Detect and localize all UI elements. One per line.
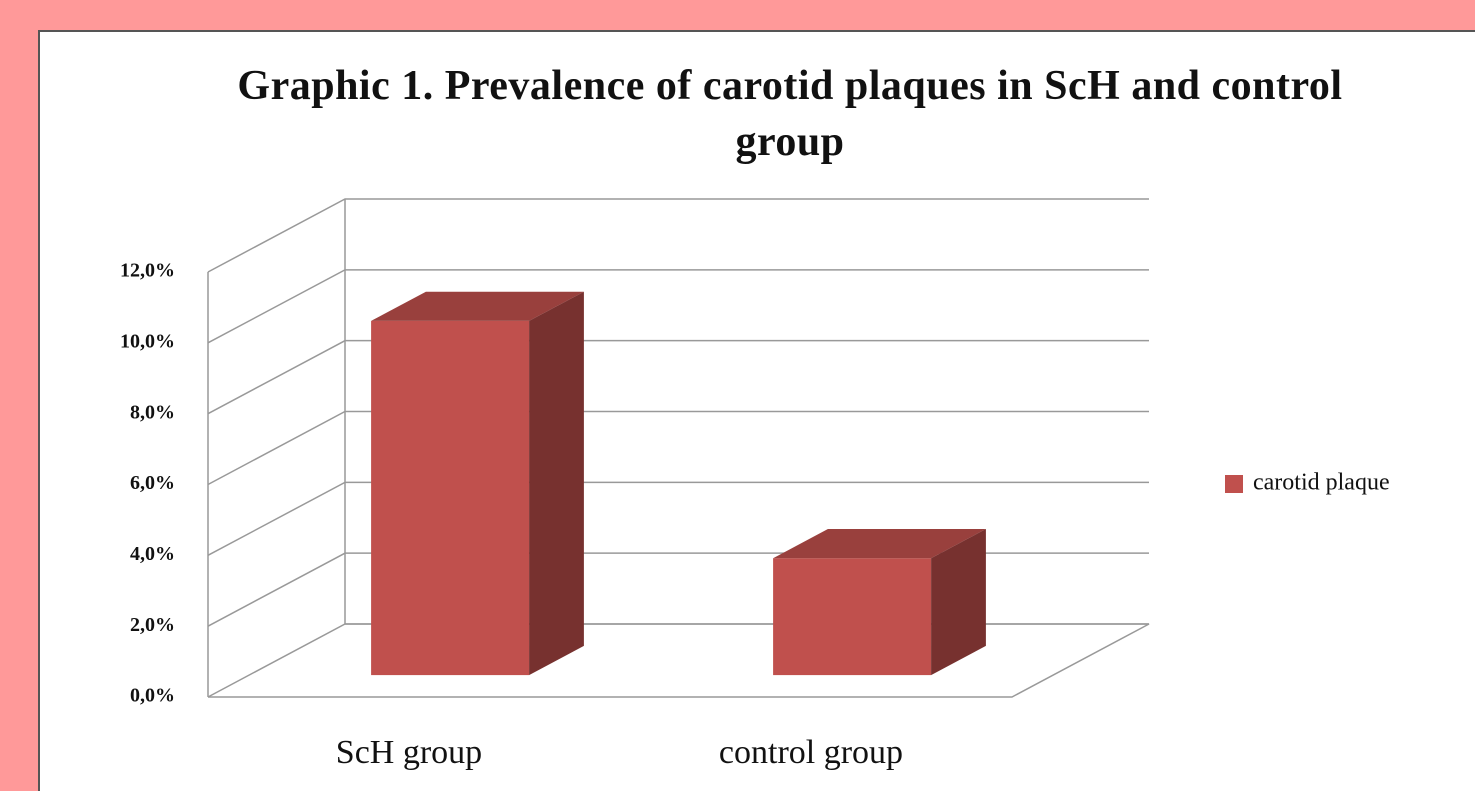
bar bbox=[773, 558, 932, 676]
chart-title: Graphic 1. Prevalence of carotid plaques… bbox=[237, 63, 1343, 165]
y-tick-label: 10,0% bbox=[120, 330, 175, 352]
grid-line bbox=[207, 339, 1149, 415]
bar-top bbox=[371, 291, 584, 321]
x-tick-label: control group bbox=[719, 734, 903, 771]
y-tick-label: 2,0% bbox=[130, 614, 175, 636]
y-tick-label: 4,0% bbox=[130, 543, 175, 565]
bar bbox=[371, 320, 530, 676]
grid-line bbox=[207, 623, 1149, 698]
grid-line bbox=[207, 552, 1149, 627]
grid-line bbox=[207, 481, 1149, 556]
floor bbox=[208, 623, 1150, 698]
bar-top bbox=[773, 529, 986, 559]
y-tick-label: 0,0% bbox=[130, 685, 175, 707]
chart-panel bbox=[38, 30, 1475, 791]
grid-line bbox=[207, 198, 1149, 273]
bar-side bbox=[931, 529, 986, 676]
grid-line bbox=[207, 410, 1149, 486]
legend-label: carotid plaque bbox=[1253, 470, 1390, 496]
y-tick-label: 8,0% bbox=[130, 401, 175, 423]
grid-line bbox=[207, 269, 1149, 344]
bar-side bbox=[529, 291, 584, 676]
x-tick-label: ScH group bbox=[336, 734, 482, 771]
y-tick-label: 12,0% bbox=[120, 260, 175, 282]
y-tick-label: 6,0% bbox=[130, 472, 175, 494]
legend-swatch bbox=[1225, 475, 1243, 493]
